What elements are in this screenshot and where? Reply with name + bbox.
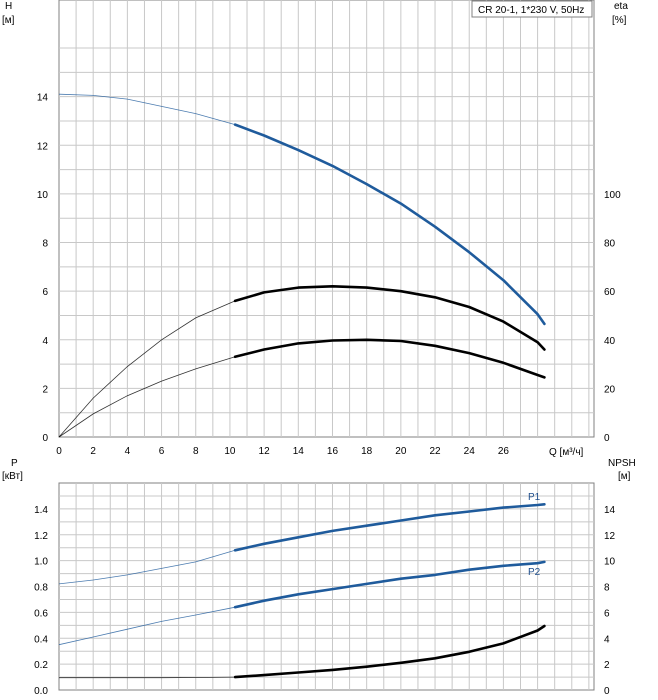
q-axis-label: Q [м³/ч]: [549, 447, 584, 458]
npsh-curve-extended: [59, 676, 236, 679]
x-tick-label: 14: [293, 446, 305, 457]
x-tick-label: 0: [56, 446, 62, 457]
eta-tick-label: 100: [604, 190, 621, 201]
h-curve-duty: [233, 123, 546, 326]
title-box-frame: [471, 0, 593, 18]
npsh-tick-label: 8: [604, 583, 610, 594]
npsh-tick-label: 6: [604, 608, 610, 619]
x-tick-label: 22: [429, 446, 441, 457]
eta-tick-label: 60: [604, 287, 616, 298]
eta-curve-extended: [58, 300, 236, 438]
x-tick-label: 10: [224, 446, 236, 457]
eta-tick-label: 20: [604, 384, 616, 395]
x-tick-label: 16: [327, 446, 339, 457]
x-tick-label: 4: [125, 446, 131, 457]
npsh-tick-label: 2: [604, 660, 610, 671]
p2-curve-duty: [233, 560, 546, 609]
x-tick-label: 20: [395, 446, 407, 457]
npsh-axis-unit: [м]: [618, 471, 631, 482]
x-tick-label: 8: [193, 446, 199, 457]
p-tick-label: 1.2: [34, 531, 48, 542]
p2-curve-extended: [58, 606, 236, 646]
p-tick-label: 0.8: [34, 583, 48, 594]
eta-tick-label: 40: [604, 336, 616, 347]
p-tick-label: 1.4: [34, 505, 48, 516]
upper-axis-labels: H [м] eta [%] Q [м³/ч]: [2, 1, 628, 458]
p-tick-label: 0.0: [34, 686, 48, 697]
npsh-tick-label: 14: [604, 505, 616, 516]
h-tick-label: 14: [37, 93, 49, 104]
h-tick-label: 6: [42, 287, 48, 298]
p2-series-label: P2: [528, 567, 541, 578]
npsh-tick-label: 12: [604, 531, 616, 542]
eta-tick-label: 80: [604, 239, 616, 250]
p-axis-label: P: [11, 458, 18, 469]
tick-labels: 0 2 4 6 8 10 12 14 16 18 20 22 24 2602468101214020406…: [34, 93, 621, 697]
p-axis-unit: [кВт]: [2, 471, 23, 482]
h-tick-label: 2: [42, 384, 48, 395]
p1-series-label: P1: [528, 492, 541, 503]
p-tick-label: 1.0: [34, 557, 48, 568]
lower-axis-labels: P [кВт] NPSH [м] P1 P2: [2, 458, 636, 578]
lower-grid: [58, 482, 595, 691]
h-axis-label: H: [5, 1, 12, 12]
eta-curve-duty: [233, 285, 546, 351]
chart-title: CR 20-1, 1*230 V, 50Hz: [478, 5, 584, 16]
eta-axis-unit: [%]: [612, 15, 627, 26]
x-tick-label: 18: [361, 446, 373, 457]
eta-axis-label: eta: [614, 1, 628, 12]
h-tick-label: 4: [42, 336, 48, 347]
x-tick-label: 12: [259, 446, 271, 457]
h-axis-unit: [м]: [2, 15, 15, 26]
p1-curve-extended: [58, 549, 236, 585]
p-tick-label: 0.4: [34, 634, 48, 645]
npsh-tick-label: 0: [604, 686, 610, 697]
x-tick-label: 6: [159, 446, 165, 457]
upper-grid: [58, 0, 595, 438]
h-tick-label: 8: [42, 239, 48, 250]
eta2-curve-extended: [58, 356, 236, 438]
p-tick-label: 0.6: [34, 608, 48, 619]
npsh-axis-label: NPSH: [608, 458, 636, 469]
h-curve-extended: [58, 93, 236, 125]
x-tick-label: 2: [90, 446, 96, 457]
eta-tick-label: 0: [604, 433, 610, 444]
npsh-curve-duty: [233, 624, 546, 679]
title-box: CR 20-1, 1*230 V, 50Hz: [471, 0, 593, 18]
h-tick-label: 0: [42, 433, 48, 444]
eta2-curve-duty: [233, 338, 546, 379]
npsh-tick-label: 10: [604, 557, 616, 568]
x-tick-label: 26: [498, 446, 510, 457]
npsh-tick-label: 4: [604, 634, 610, 645]
curves: [58, 93, 546, 679]
h-tick-label: 12: [37, 141, 49, 152]
p1-curve-duty: [233, 503, 546, 552]
p-tick-label: 0.2: [34, 660, 48, 671]
x-tick-label: 24: [464, 446, 476, 457]
h-tick-label: 10: [37, 190, 49, 201]
